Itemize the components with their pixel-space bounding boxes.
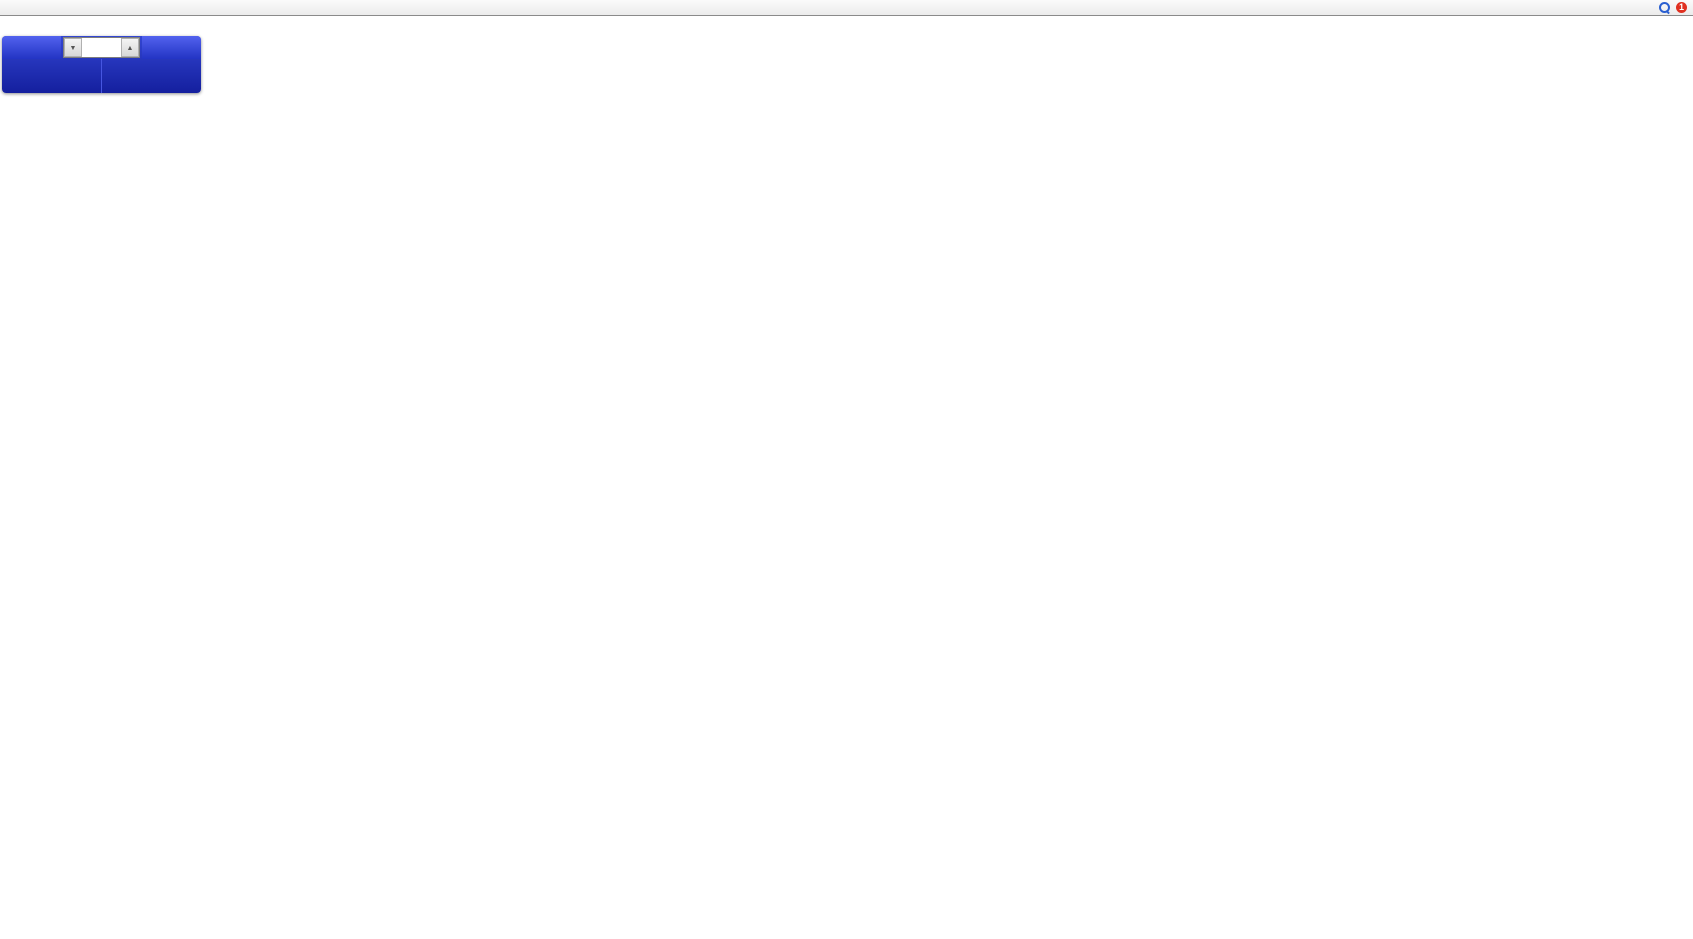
one-click-trade-panel: ▼ ▲: [2, 36, 201, 93]
buy-button[interactable]: [142, 36, 201, 59]
volume-decrease-button[interactable]: ▼: [64, 38, 82, 57]
sell-button[interactable]: [2, 36, 61, 59]
main-toolbar: 1: [0, 0, 1693, 16]
bid-price[interactable]: [2, 59, 101, 93]
volume-value[interactable]: [82, 38, 121, 57]
toolbar-right-group: 1: [1652, 1, 1693, 15]
notification-badge[interactable]: 1: [1676, 2, 1687, 13]
volume-stepper: ▼ ▲: [63, 37, 140, 58]
volume-increase-button[interactable]: ▲: [121, 38, 139, 57]
ask-price[interactable]: [101, 59, 201, 93]
search-icon[interactable]: [1659, 2, 1670, 13]
